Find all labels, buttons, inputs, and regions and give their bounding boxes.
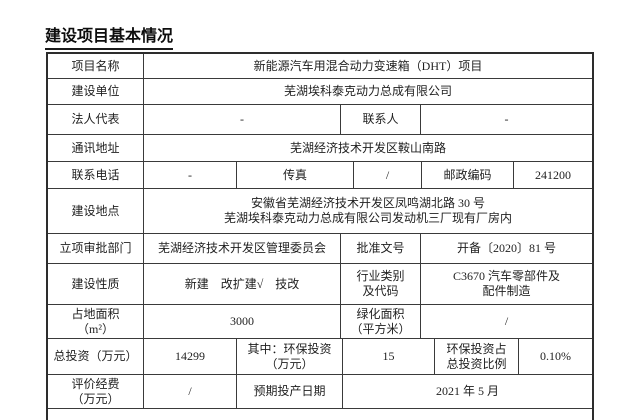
- green-area-label: 绿化面积 （平方米）: [341, 305, 421, 338]
- evaluation-fee-label-line1: 评价经费: [71, 376, 120, 391]
- env-investment-value: 15: [343, 339, 435, 374]
- construction-nature-value: 新建 改扩建√ 技改: [144, 264, 341, 304]
- contact-phone-label: 联系电话: [48, 162, 144, 188]
- production-date-value: 2021 年 5 月: [435, 384, 499, 398]
- industry-category-value-line2: 配件制造: [482, 284, 531, 298]
- approval-number-value: 开备〔2020〕81 号: [456, 241, 556, 255]
- row-evaluation-fee: 评价经费 （万元） / 预期投产日期 2021 年 5 月: [48, 375, 592, 409]
- env-investment-ratio-label: 环保投资占 总投资比例: [435, 339, 519, 374]
- green-area-label-line1: 绿化面积: [356, 306, 405, 321]
- contact-person-value: -: [504, 112, 509, 126]
- row-next-partial: [48, 409, 592, 420]
- env-investment-ratio-label-line1: 环保投资占: [446, 341, 507, 356]
- land-area-label-line2: （m²）: [77, 321, 114, 336]
- legal-representative-value: -: [144, 105, 341, 134]
- construction-site-label: 建设地点: [48, 189, 144, 233]
- green-area-value: /: [504, 314, 509, 328]
- production-date-label: 预期投产日期: [237, 375, 343, 408]
- row-construction-site: 建设地点 安徽省芜湖经济技术开发区凤鸣湖北路 30 号 芜湖埃科泰克动力总成有限…: [48, 189, 592, 234]
- row-legal-representative: 法人代表 - 联系人 -: [48, 105, 592, 135]
- total-investment-label: 总投资（万元）: [48, 339, 144, 374]
- env-investment-ratio-label-line2: 总投资比例: [446, 356, 507, 371]
- construction-site-line2: 芜湖埃科泰克动力总成有限公司发动机三厂现有厂房内: [223, 211, 512, 225]
- page-title-text: 建设项目基本情况: [45, 22, 174, 50]
- approval-number-label: 批准文号: [341, 234, 421, 263]
- evaluation-fee-label: 评价经费 （万元）: [48, 375, 144, 408]
- env-investment-label-line2: （万元）: [265, 356, 314, 371]
- fax-label: 传真: [237, 162, 354, 188]
- land-area-label: 占地面积 （m²）: [48, 305, 144, 338]
- mailing-address-value: 芜湖经济技术开发区鞍山南路: [289, 140, 446, 155]
- industry-category-label: 行业类别 及代码: [341, 264, 421, 304]
- construction-unit-value: 芜湖埃科泰克动力总成有限公司: [283, 84, 452, 98]
- project-name-value: 新能源汽车用混合动力变速箱（DHT）项目: [253, 58, 483, 73]
- env-investment-label: 其中：环保投资 （万元）: [237, 339, 343, 374]
- row-contact-phone: 联系电话 - 传真 / 邮政编码 241200: [48, 162, 592, 189]
- industry-category-value: C3670 汽车零部件及 配件制造: [421, 264, 592, 304]
- industry-category-label-line2: 及代码: [362, 284, 399, 298]
- contact-person-label: 联系人: [341, 105, 421, 134]
- row-land-area: 占地面积 （m²） 3000 绿化面积 （平方米） /: [48, 305, 592, 339]
- postal-code-value: 241200: [535, 167, 571, 182]
- next-row-partial-cell: [48, 409, 496, 420]
- evaluation-fee-value: /: [144, 375, 237, 408]
- row-construction-unit: 建设单位 芜湖埃科泰克动力总成有限公司: [48, 79, 592, 105]
- contact-phone-value: -: [144, 162, 237, 188]
- row-approval-department: 立项审批部门 芜湖经济技术开发区管理委员会 批准文号 开备〔2020〕81 号: [48, 234, 592, 264]
- row-project-name: 项目名称 新能源汽车用混合动力变速箱（DHT）项目: [48, 54, 592, 79]
- approval-department-value: 芜湖经济技术开发区管理委员会: [144, 234, 341, 263]
- row-total-investment: 总投资（万元） 14299 其中：环保投资 （万元） 15 环保投资占 总投资比…: [48, 339, 592, 375]
- mailing-address-label: 通讯地址: [48, 135, 144, 161]
- green-area-label-line2: （平方米）: [350, 321, 411, 336]
- row-mailing-address: 通讯地址 芜湖经济技术开发区鞍山南路: [48, 135, 592, 162]
- construction-site-value: 安徽省芜湖经济技术开发区凤鸣湖北路 30 号 芜湖埃科泰克动力总成有限公司发动机…: [144, 189, 592, 233]
- land-area-value: 3000: [144, 305, 341, 338]
- env-investment-label-line1: 其中：环保投资: [247, 341, 332, 356]
- construction-nature-label: 建设性质: [48, 264, 144, 304]
- industry-category-value-line1: C3670 汽车零部件及: [452, 269, 560, 283]
- approval-department-label: 立项审批部门: [48, 234, 144, 263]
- total-investment-value: 14299: [144, 339, 237, 374]
- postal-code-label: 邮政编码: [422, 162, 514, 188]
- land-area-label-line1: 占地面积: [71, 306, 120, 321]
- construction-unit-label: 建设单位: [48, 79, 144, 104]
- project-name-label: 项目名称: [48, 54, 144, 78]
- legal-representative-label: 法人代表: [48, 105, 144, 134]
- industry-category-label-line1: 行业类别: [356, 269, 405, 283]
- evaluation-fee-label-line2: （万元）: [71, 391, 120, 406]
- row-construction-nature: 建设性质 新建 改扩建√ 技改 行业类别 及代码 C3670 汽车零部件及 配件…: [48, 264, 592, 305]
- page-title: 建设项目基本情况: [45, 22, 174, 50]
- fax-value: /: [354, 162, 422, 188]
- env-investment-ratio-value: 0.10%: [540, 349, 571, 363]
- project-info-table: 项目名称 新能源汽车用混合动力变速箱（DHT）项目 建设单位 芜湖埃科泰克动力总…: [46, 52, 594, 420]
- construction-site-line1: 安徽省芜湖经济技术开发区凤鸣湖北路 30 号: [250, 196, 485, 210]
